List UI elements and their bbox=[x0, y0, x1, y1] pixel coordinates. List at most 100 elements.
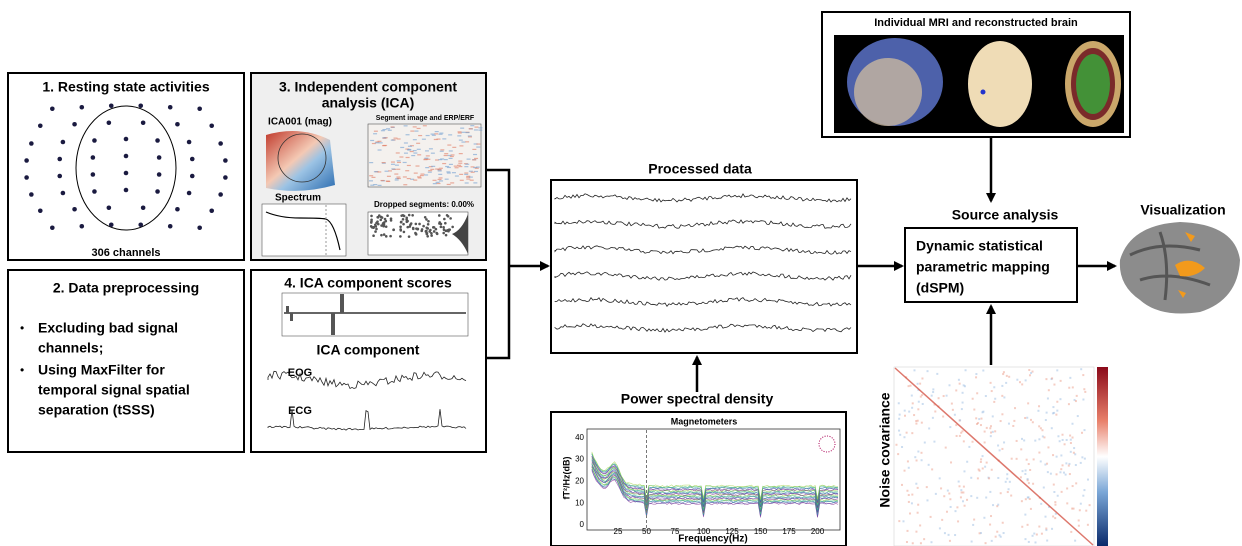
segment-pixel bbox=[470, 166, 475, 168]
segment-pixel bbox=[432, 183, 437, 185]
x-tick-label: 100 bbox=[697, 527, 711, 536]
cov-cell bbox=[1073, 398, 1076, 401]
cov-cell bbox=[1029, 507, 1032, 510]
segment-pixel bbox=[458, 139, 463, 141]
cov-cell bbox=[1060, 454, 1063, 457]
cov-cell bbox=[1067, 464, 1070, 467]
cov-cell bbox=[911, 493, 914, 496]
segment-pixel bbox=[451, 172, 456, 174]
segment-pixel bbox=[402, 176, 407, 178]
segment-pixel bbox=[390, 161, 395, 163]
cov-cell bbox=[994, 430, 997, 433]
cov-cell bbox=[1038, 438, 1041, 441]
segment-pixel bbox=[410, 130, 415, 132]
sensor bbox=[57, 156, 63, 162]
segment-pixel bbox=[412, 139, 417, 141]
x-tick-label: 75 bbox=[671, 527, 680, 536]
segment-pixel bbox=[466, 176, 471, 178]
cov-cell bbox=[929, 515, 932, 518]
cov-cell bbox=[931, 468, 934, 471]
segment-pixel bbox=[394, 173, 399, 175]
segment-pixel bbox=[435, 168, 440, 170]
eog-trace bbox=[267, 370, 467, 390]
dot bbox=[372, 234, 375, 237]
dot bbox=[380, 233, 383, 237]
segment-pixel bbox=[416, 148, 421, 150]
cov-cell bbox=[906, 529, 909, 532]
dot bbox=[425, 218, 428, 221]
segment-pixel bbox=[382, 145, 387, 147]
cov-cell bbox=[958, 434, 961, 437]
cov-cell bbox=[978, 469, 981, 472]
cov-cell bbox=[934, 410, 937, 413]
sensor bbox=[57, 173, 63, 179]
cov-cell bbox=[930, 394, 933, 397]
bullet-list: • Excluding bad signal channels; • Using Max… bbox=[20, 320, 190, 418]
segment-pixel bbox=[384, 170, 389, 172]
psd-line bbox=[591, 463, 839, 512]
dot bbox=[376, 215, 380, 219]
segment-pixel bbox=[473, 182, 478, 184]
cov-cell bbox=[910, 502, 913, 505]
segment-pixel bbox=[370, 184, 375, 186]
segment-pixel bbox=[396, 138, 401, 140]
sensor bbox=[167, 223, 173, 229]
cov-cell bbox=[979, 532, 982, 535]
segment-pixel bbox=[374, 142, 379, 144]
segment-pixel bbox=[371, 176, 376, 178]
segment-pixel bbox=[373, 171, 378, 173]
segment-pixel bbox=[414, 130, 419, 132]
cov-cell bbox=[923, 441, 926, 444]
cov-cell bbox=[949, 505, 952, 508]
segment-pixel bbox=[373, 183, 378, 186]
segment-pixel bbox=[413, 152, 418, 154]
cov-cell bbox=[948, 539, 951, 542]
segment-pixel bbox=[413, 179, 418, 181]
label: Source analysis bbox=[952, 207, 1059, 223]
segment-pixel bbox=[470, 171, 475, 173]
segment-pixel bbox=[396, 176, 401, 178]
cov-cell bbox=[1074, 539, 1077, 542]
dot bbox=[402, 214, 406, 218]
cov-cell bbox=[911, 542, 914, 545]
cov-cell bbox=[1024, 379, 1027, 382]
cov-cell bbox=[919, 524, 922, 527]
dot bbox=[370, 218, 373, 222]
dot bbox=[409, 222, 413, 225]
score-bar bbox=[340, 294, 344, 313]
dot bbox=[435, 232, 439, 236]
cov-cell bbox=[971, 397, 974, 400]
cov-cell bbox=[933, 403, 936, 406]
segment-pixel bbox=[447, 144, 452, 146]
cov-cell bbox=[1053, 491, 1056, 494]
cov-cell bbox=[1061, 433, 1064, 436]
trace bbox=[554, 297, 852, 307]
segment-pixel bbox=[437, 169, 442, 171]
cov-cell bbox=[909, 512, 912, 515]
cov-cell bbox=[898, 520, 901, 523]
cov-cell bbox=[1039, 427, 1042, 430]
cov-cell bbox=[991, 430, 994, 433]
segment-pixel bbox=[457, 132, 462, 134]
axis-label: fT²/Hz(dB) bbox=[561, 457, 571, 500]
cov-cell bbox=[1045, 378, 1048, 381]
segment-pixel bbox=[410, 178, 415, 180]
segment-pixel bbox=[459, 179, 464, 181]
segment-pixel bbox=[476, 143, 481, 145]
box-title: analysis (ICA) bbox=[322, 95, 415, 111]
cov-cell bbox=[1031, 534, 1034, 537]
sensor bbox=[140, 120, 146, 126]
cov-cell bbox=[962, 485, 965, 488]
cov-cell bbox=[1001, 447, 1004, 450]
cov-cell bbox=[1068, 386, 1071, 389]
segment-pixel bbox=[468, 128, 473, 130]
segment-pixel bbox=[460, 127, 465, 129]
cov-cell bbox=[1002, 373, 1005, 376]
segment-pixel bbox=[473, 153, 478, 156]
cov-cell bbox=[1005, 374, 1008, 377]
cov-cell bbox=[914, 456, 917, 459]
cov-cell bbox=[961, 401, 964, 404]
cov-cell bbox=[1056, 369, 1059, 372]
cov-cell bbox=[973, 518, 976, 521]
cov-cell bbox=[920, 421, 923, 424]
